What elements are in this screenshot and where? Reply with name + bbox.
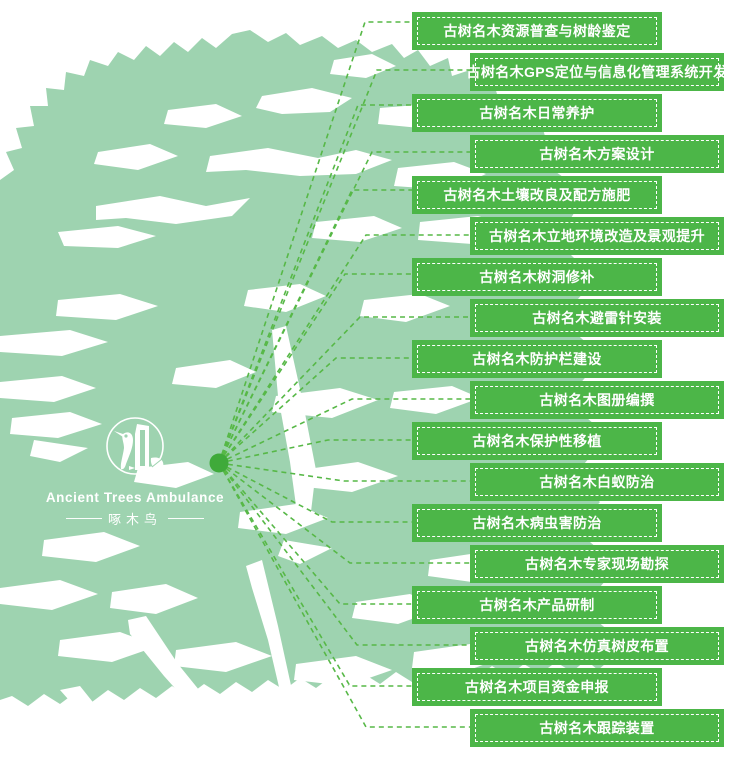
- service-node-box[interactable]: 古树名木保护性移植: [412, 422, 662, 460]
- service-node-box[interactable]: 古树名木产品研制: [412, 586, 662, 624]
- service-node-box[interactable]: 古树名木图册编撰: [470, 381, 724, 419]
- brand-name-cn-row: 啄木鸟: [40, 509, 230, 528]
- service-node-box[interactable]: 古树名木白蚁防治: [470, 463, 724, 501]
- service-node-box[interactable]: 古树名木专家现场勘探: [470, 545, 724, 583]
- node-label: 古树名木病虫害防治: [472, 515, 602, 531]
- service-node-box[interactable]: 古树名木项目资金申报: [412, 668, 662, 706]
- node-label: 古树名木树洞修补: [479, 269, 595, 285]
- brand-name-cn: 啄木鸟: [107, 512, 162, 527]
- node-label: 古树名木项目资金申报: [465, 679, 609, 695]
- node-label: 古树名木资源普查与树龄鉴定: [443, 23, 631, 39]
- service-node-box[interactable]: 古树名木立地环境改造及景观提升: [470, 217, 724, 255]
- brand-logo-block: Ancient Trees Ambulance 啄木鸟: [40, 412, 230, 528]
- node-label: 古树名木土壤改良及配方施肥: [443, 187, 631, 203]
- service-node-box[interactable]: 古树名木跟踪装置: [470, 709, 724, 747]
- node-label: 古树名木立地环境改造及景观提升: [489, 228, 705, 244]
- brand-name-en: Ancient Trees Ambulance: [45, 490, 225, 505]
- service-node-box[interactable]: 古树名木病虫害防治: [412, 504, 662, 542]
- service-node-box[interactable]: 古树名木方案设计: [470, 135, 724, 173]
- service-node-box[interactable]: 古树名木避雷针安装: [470, 299, 724, 337]
- node-label: 古树名木防护栏建设: [472, 351, 602, 367]
- node-label: 古树名木日常养护: [479, 105, 595, 121]
- service-node-box[interactable]: 古树名木仿真树皮布置: [470, 627, 724, 665]
- service-node-box[interactable]: 古树名木防护栏建设: [412, 340, 662, 378]
- node-label: 古树名木图册编撰: [539, 392, 655, 408]
- node-label: 古树名木白蚁防治: [539, 474, 655, 490]
- woodpecker-emblem-icon: [106, 417, 164, 475]
- node-label: 古树名木产品研制: [479, 597, 595, 613]
- node-label: 古树名木跟踪装置: [539, 720, 655, 736]
- node-label: 古树名木保护性移植: [472, 433, 602, 449]
- logo-rule-left: [65, 518, 102, 519]
- service-node-box[interactable]: 古树名木资源普查与树龄鉴定: [412, 12, 662, 50]
- service-node-box[interactable]: 古树名木日常养护: [412, 94, 662, 132]
- service-node-box[interactable]: 古树名木树洞修补: [412, 258, 662, 296]
- node-label: 古树名木避雷针安装: [532, 310, 662, 326]
- node-label: 古树名木GPS定位与信息化管理系统开发: [466, 64, 728, 80]
- node-label: 古树名木仿真树皮布置: [525, 638, 669, 654]
- node-label: 古树名木方案设计: [539, 146, 655, 162]
- service-node-box[interactable]: 古树名木土壤改良及配方施肥: [412, 176, 662, 214]
- node-label: 古树名木专家现场勘探: [525, 556, 669, 572]
- logo-rule-right: [168, 518, 204, 519]
- service-node-box[interactable]: 古树名木GPS定位与信息化管理系统开发: [466, 53, 727, 91]
